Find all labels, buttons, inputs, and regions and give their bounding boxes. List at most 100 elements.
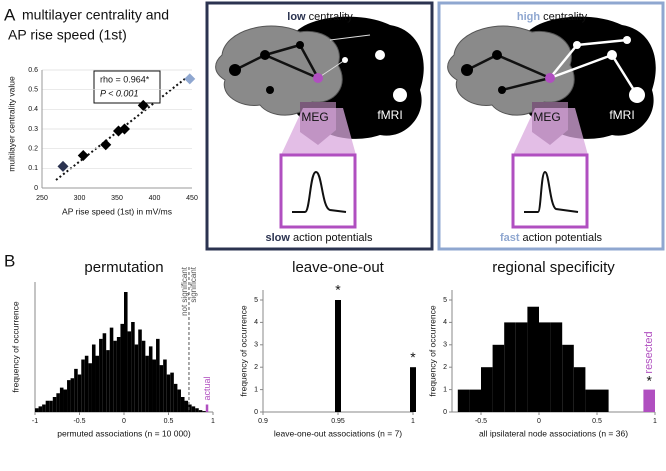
bar (159, 365, 164, 412)
diagram-title: high centrality (517, 11, 588, 23)
bar (585, 389, 597, 412)
x-tick-label: 1 (211, 418, 215, 425)
projection (281, 108, 356, 155)
bar (77, 374, 82, 412)
x-tick-label: 0.95 (331, 418, 345, 425)
chart-title: leave-one-out (292, 259, 385, 276)
bar (91, 344, 96, 412)
bar (597, 389, 609, 412)
bar (113, 340, 117, 412)
x-axis-label: permuted associations (n = 10 000) (57, 428, 191, 438)
bar (457, 389, 470, 412)
bar (131, 322, 135, 412)
y-tick-label: 0.1 (28, 165, 38, 172)
bar (141, 340, 146, 412)
bar (59, 387, 64, 412)
bar (81, 359, 85, 412)
bar-annotation: * (410, 349, 416, 365)
bar (70, 378, 75, 412)
resected-star: * (646, 372, 652, 388)
bar (469, 389, 481, 412)
annotation-box (93, 70, 161, 104)
bar (173, 383, 178, 412)
bar (116, 337, 121, 412)
annotation: P < 0.001 (100, 88, 138, 98)
x-tick-label: 250 (36, 195, 48, 202)
bar (35, 408, 39, 412)
projection (513, 108, 588, 155)
actual-bar (205, 404, 209, 412)
x-axis-label: all ipsilateral node associations (n = 3… (479, 428, 628, 438)
x-tick-label: 0 (537, 418, 541, 425)
chart-title: permutation (84, 259, 163, 276)
bar (492, 344, 505, 412)
waveform (524, 170, 579, 213)
bar (52, 397, 57, 412)
y-tick-label: 0.3 (28, 126, 38, 133)
resected-bar (643, 389, 655, 412)
chart-title: regional specificity (492, 259, 615, 276)
diagram-label: slow action potentials (265, 232, 373, 244)
bar (202, 411, 206, 412)
x-tick-label: 400 (149, 195, 161, 202)
x-tick-label: -0.5 (475, 418, 487, 425)
y-tick-label: 3 (443, 342, 447, 349)
bar (539, 322, 551, 412)
actual-label: actual (202, 376, 212, 400)
bar (134, 344, 139, 412)
x-tick-label: 300 (74, 195, 86, 202)
y-tick-label: 4 (254, 319, 258, 326)
bar (177, 389, 181, 412)
bar (148, 346, 153, 412)
bar (145, 355, 149, 412)
bar (127, 331, 132, 412)
x-tick-label: 0.5 (592, 418, 602, 425)
bar (45, 400, 50, 412)
y-tick-label: 5 (443, 297, 447, 304)
point (137, 99, 149, 111)
waveform (292, 170, 347, 213)
ap-box (279, 153, 357, 229)
bar (124, 292, 128, 412)
diagram-title: low centrality (287, 11, 353, 23)
y-tick-label: 1 (443, 386, 447, 393)
bar (184, 400, 189, 412)
meg-label: MEG (533, 110, 560, 124)
bar (99, 338, 103, 412)
bar (504, 322, 516, 412)
bar (63, 389, 68, 412)
diagram-label: fast action potentials (500, 232, 603, 244)
diagram-low: low centrality MEG fMRI slow action pote… (205, 1, 434, 251)
bar (138, 329, 142, 412)
bar (481, 367, 493, 412)
bar (527, 306, 539, 412)
y-tick-label: 0.4 (28, 106, 38, 113)
y-tick-label: 1 (254, 386, 258, 393)
chart-title: AP rise speed (1st) (8, 27, 127, 43)
bar (188, 404, 192, 412)
bar (562, 344, 574, 412)
x-tick-label: 1 (411, 418, 415, 425)
annotation: rho = 0.964* (100, 74, 150, 84)
bar (195, 408, 199, 412)
bar (335, 300, 341, 412)
point (119, 123, 130, 135)
y-tick-label: 4 (443, 319, 447, 326)
fmri-label: fMRI (377, 108, 402, 122)
bar (106, 350, 110, 412)
bar (410, 367, 416, 412)
y-tick-label: 5 (254, 297, 258, 304)
bar (120, 323, 124, 412)
y-tick-label: 0 (443, 409, 447, 416)
point (100, 139, 112, 151)
bar (49, 400, 53, 412)
fmri-label: fMRI (609, 108, 634, 122)
x-tick-label: 0.5 (164, 418, 174, 425)
y-tick-label: 2 (443, 364, 447, 371)
x-tick-label: -1 (32, 418, 38, 425)
y-tick-label: 0.2 (28, 146, 38, 153)
x-tick-label: 450 (186, 195, 198, 202)
bar (166, 374, 171, 412)
bar (102, 333, 107, 412)
